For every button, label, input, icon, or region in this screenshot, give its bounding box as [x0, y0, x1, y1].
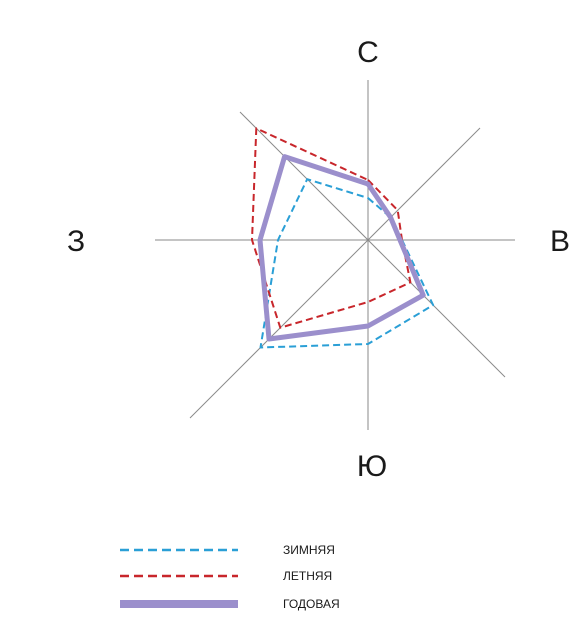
chart-legend: ЗИМНЯЯ ЛЕТНЯЯ ГОДОВАЯ — [120, 543, 340, 611]
axis-northeast-southwest — [189, 127, 481, 419]
series-polygon-3 — [257, 154, 426, 342]
legend-label-2: ЛЕТНЯЯ — [283, 569, 332, 583]
legend-label-1: ЗИМНЯЯ — [283, 543, 335, 557]
chart-grid — [155, 80, 515, 430]
direction-label-north: С — [357, 36, 379, 69]
series-layer — [251, 127, 435, 349]
legend-label-3: ГОДОВАЯ — [283, 597, 340, 611]
series-polygon-2 — [251, 127, 412, 329]
direction-label-east: В — [550, 225, 570, 258]
direction-label-south: Ю — [357, 450, 387, 483]
direction-label-west: З — [67, 225, 85, 258]
